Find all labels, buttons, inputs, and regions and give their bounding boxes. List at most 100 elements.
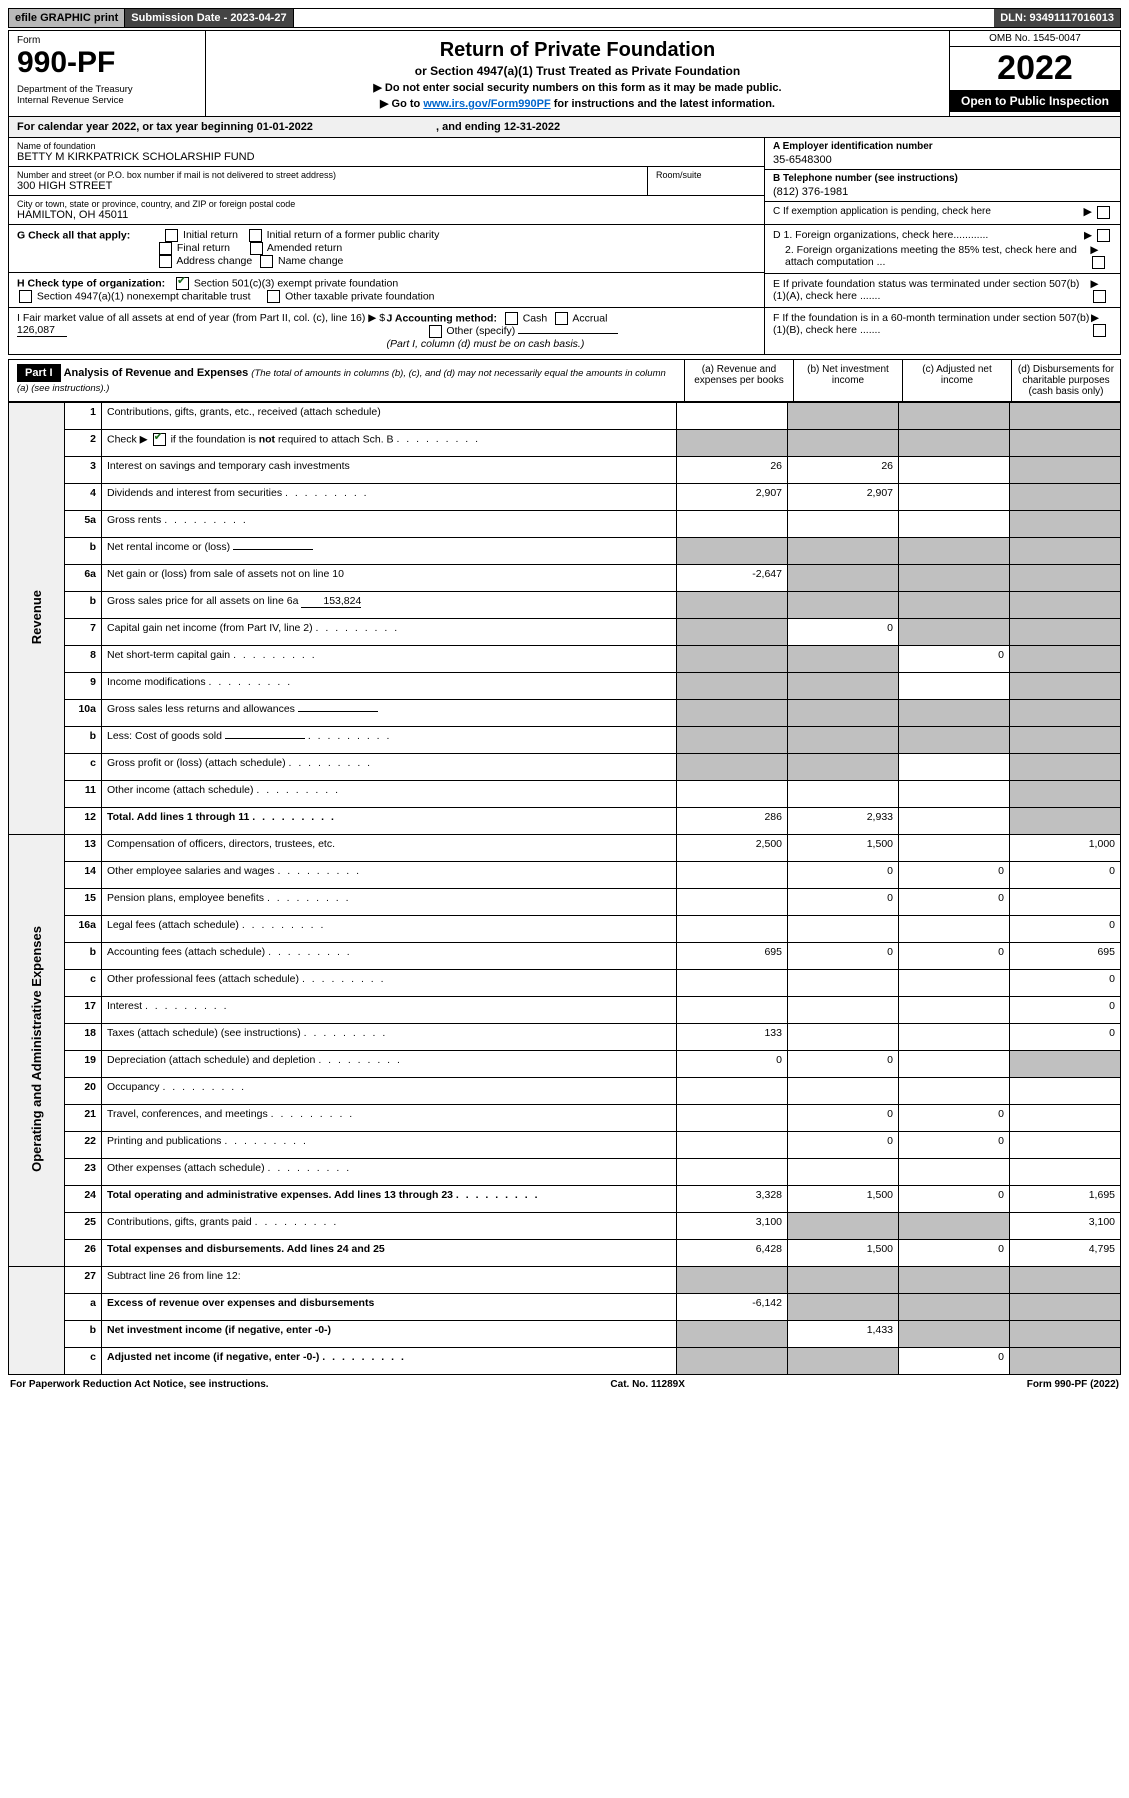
table-row: cOther professional fees (attach schedul… [9,970,1121,997]
d-row: D 1. Foreign organizations, check here..… [765,225,1120,274]
g-final-checkbox[interactable] [159,242,172,255]
cell-value: 0 [1010,1024,1121,1051]
cell-value: 1,695 [1010,1186,1121,1213]
cell-value [899,781,1010,808]
j-cash-checkbox[interactable] [505,312,518,325]
g-former-checkbox[interactable] [249,229,262,242]
cell-shaded [899,403,1010,430]
d2-checkbox[interactable] [1092,256,1105,269]
table-row: 17Interest 0 [9,997,1121,1024]
line-desc: Excess of revenue over expenses and disb… [102,1294,677,1321]
cell-shaded [899,538,1010,565]
f-checkbox[interactable] [1093,324,1106,337]
g-opt-0: Initial return [183,229,238,241]
cell-value [1010,889,1121,916]
line-number: 19 [65,1051,102,1078]
j-accrual-checkbox[interactable] [555,312,568,325]
g-name-checkbox[interactable] [260,255,273,268]
e-row: E If private foundation status was termi… [765,274,1120,308]
line-desc: Interest on savings and temporary cash i… [102,457,677,484]
col-a-header: (a) Revenue and expenses per books [684,360,793,401]
g-amended-checkbox[interactable] [250,242,263,255]
table-row: bGross sales price for all assets on lin… [9,592,1121,619]
submission-date: Submission Date - 2023-04-27 [125,9,293,27]
cell-shaded [788,430,899,457]
table-row: 3Interest on savings and temporary cash … [9,457,1121,484]
cell-value [899,1051,1010,1078]
table-row: 7Capital gain net income (from Part IV, … [9,619,1121,646]
g-initial-checkbox[interactable] [165,229,178,242]
line-desc: Depreciation (attach schedule) and deple… [102,1051,677,1078]
cell-shaded [677,1321,788,1348]
e-box: ▶ [1091,278,1112,303]
form-header: Form 990-PF Department of the Treasury I… [8,30,1121,117]
cell-value: 695 [1010,943,1121,970]
cell-value [788,997,899,1024]
h2-checkbox[interactable] [19,290,32,303]
line-number: 27 [65,1267,102,1294]
city-cell: City or town, state or province, country… [9,196,764,224]
cell-value: 1,500 [788,1240,899,1267]
table-row: 10aGross sales less returns and allowanc… [9,700,1121,727]
table-row: 18Taxes (attach schedule) (see instructi… [9,1024,1121,1051]
line-desc: Pension plans, employee benefits [102,889,677,916]
table-row: aExcess of revenue over expenses and dis… [9,1294,1121,1321]
cell-value: 1,000 [1010,835,1121,862]
d2-box: ▶ [1090,244,1112,269]
line-number: 14 [65,862,102,889]
cell-shaded [677,538,788,565]
cell-value: 0 [899,862,1010,889]
cell-value: 0 [1010,916,1121,943]
cell-value: 2,907 [677,484,788,511]
i-cell: I Fair market value of all assets at end… [17,312,387,350]
cell-shaded [899,1213,1010,1240]
line-desc: Printing and publications [102,1132,677,1159]
cell-value [677,781,788,808]
cell-shaded [1010,727,1121,754]
j-other-checkbox[interactable] [429,325,442,338]
cell-shaded [1010,1348,1121,1375]
cell-shaded [1010,565,1121,592]
line-desc: Total operating and administrative expen… [102,1186,677,1213]
form-subtitle1: or Section 4947(a)(1) Trust Treated as P… [214,64,941,78]
cell-value [788,970,899,997]
line-desc: Other employee salaries and wages [102,862,677,889]
line-desc: Capital gain net income (from Part IV, l… [102,619,677,646]
cell-value [1010,1105,1121,1132]
e-checkbox[interactable] [1093,290,1106,303]
h1-checkbox[interactable] [176,277,189,290]
cell-value: 0 [899,1240,1010,1267]
line-desc: Income modifications [102,673,677,700]
h-row: H Check type of organization: Section 50… [9,273,764,308]
cell-value [788,1159,899,1186]
irs-link[interactable]: www.irs.gov/Form990PF [423,98,550,110]
omb-number: OMB No. 1545-0047 [950,31,1120,47]
cell-shaded [899,565,1010,592]
cell-shaded [677,646,788,673]
addr-label: Number and street (or P.O. box number if… [17,170,639,180]
part1-desc-cell: Part I Analysis of Revenue and Expenses … [9,360,684,401]
cell-value: 0 [788,1105,899,1132]
identity-left: Name of foundation BETTY M KIRKPATRICK S… [9,138,764,224]
g-opt-2: Final return [177,242,230,254]
form-number: 990-PF [17,46,197,80]
g-address-checkbox[interactable] [159,255,172,268]
form-label: Form [17,35,197,46]
part1-label: Part I [17,364,61,382]
c-checkbox[interactable] [1097,206,1110,219]
page-footer: For Paperwork Reduction Act Notice, see … [8,1375,1121,1394]
cell-shaded [899,592,1010,619]
sub3-pre: ▶ Go to [380,98,423,110]
table-row: Operating and Administrative Expenses13C… [9,835,1121,862]
ein-label: A Employer identification number [773,141,1112,152]
cell-shaded [1010,808,1121,835]
cell-value [677,403,788,430]
cell-value: 695 [677,943,788,970]
cell-value [1010,1078,1121,1105]
d1-checkbox[interactable] [1097,229,1110,242]
cell-value: 0 [1010,862,1121,889]
line-number: 24 [65,1186,102,1213]
line-number: b [65,592,102,619]
cell-shaded [899,1267,1010,1294]
h3-checkbox[interactable] [267,290,280,303]
